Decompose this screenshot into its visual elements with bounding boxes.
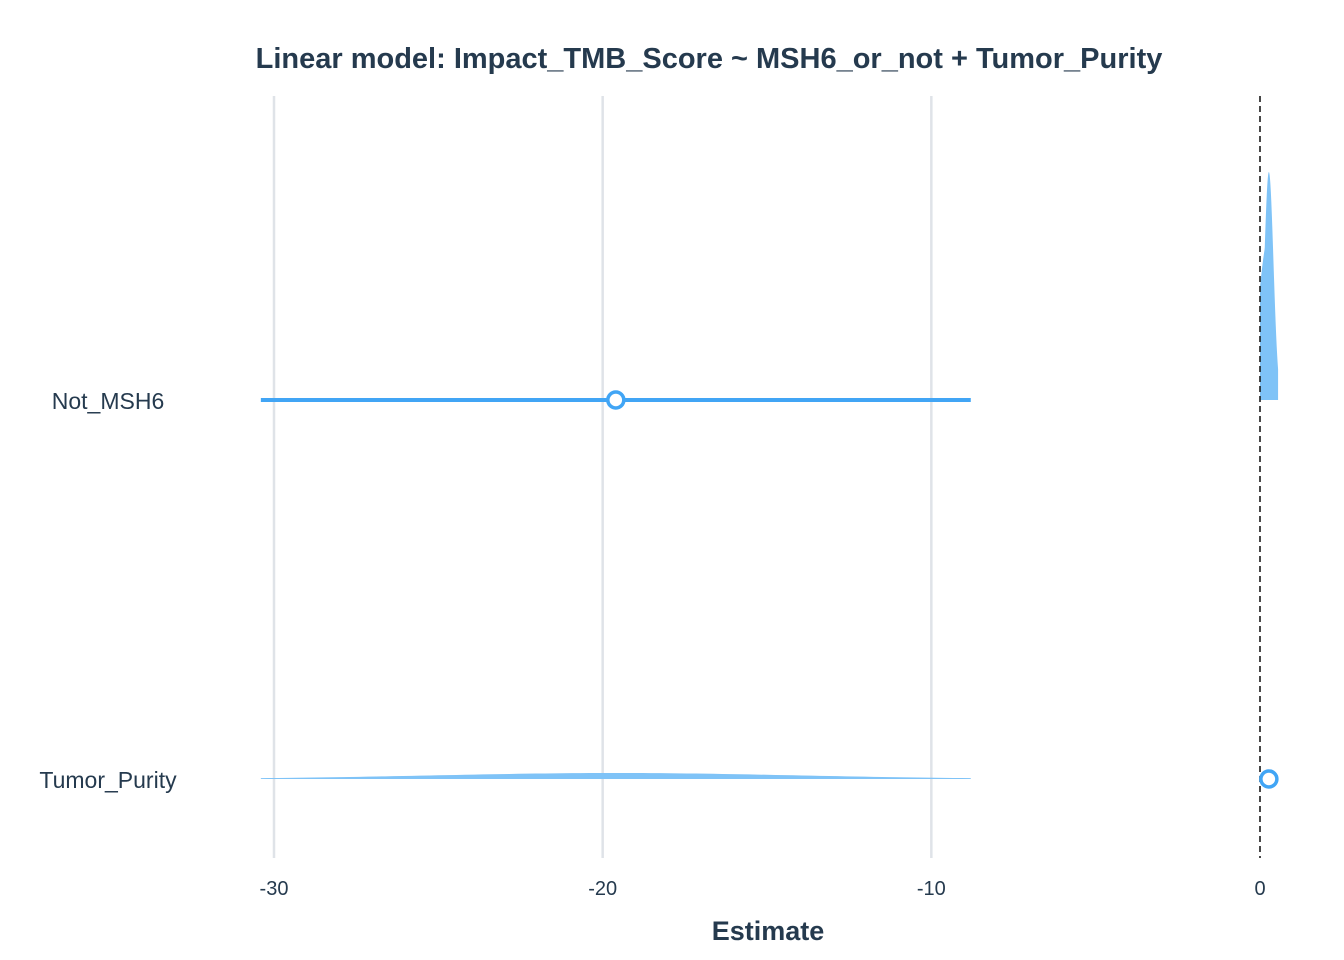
estimate-points	[606, 390, 1279, 789]
x-tick-label: 0	[1254, 878, 1265, 900]
x-tick-label: -20	[588, 878, 617, 900]
x-tick-label: -10	[917, 878, 946, 900]
x-axis-label: Estimate	[712, 916, 825, 946]
y-axis-labels: Not_MSH6 Tumor_Purity	[39, 388, 177, 793]
x-axis-ticks: -30 -20 -10 0	[260, 878, 1266, 900]
density-tumor_purity	[260, 773, 971, 779]
grid-lines	[272, 96, 933, 858]
estimate-point-tumor_purity	[1259, 769, 1279, 789]
density-shapes	[260, 172, 1279, 779]
row-label: Not_MSH6	[52, 388, 164, 414]
estimate-point-not_msh6	[606, 390, 626, 410]
density-not_msh6	[1260, 172, 1279, 400]
x-tick-label: -30	[260, 878, 289, 900]
row-label: Tumor_Purity	[39, 767, 177, 793]
chart-title: Linear model: Impact_TMB_Score ~ MSH6_or…	[256, 43, 1163, 75]
